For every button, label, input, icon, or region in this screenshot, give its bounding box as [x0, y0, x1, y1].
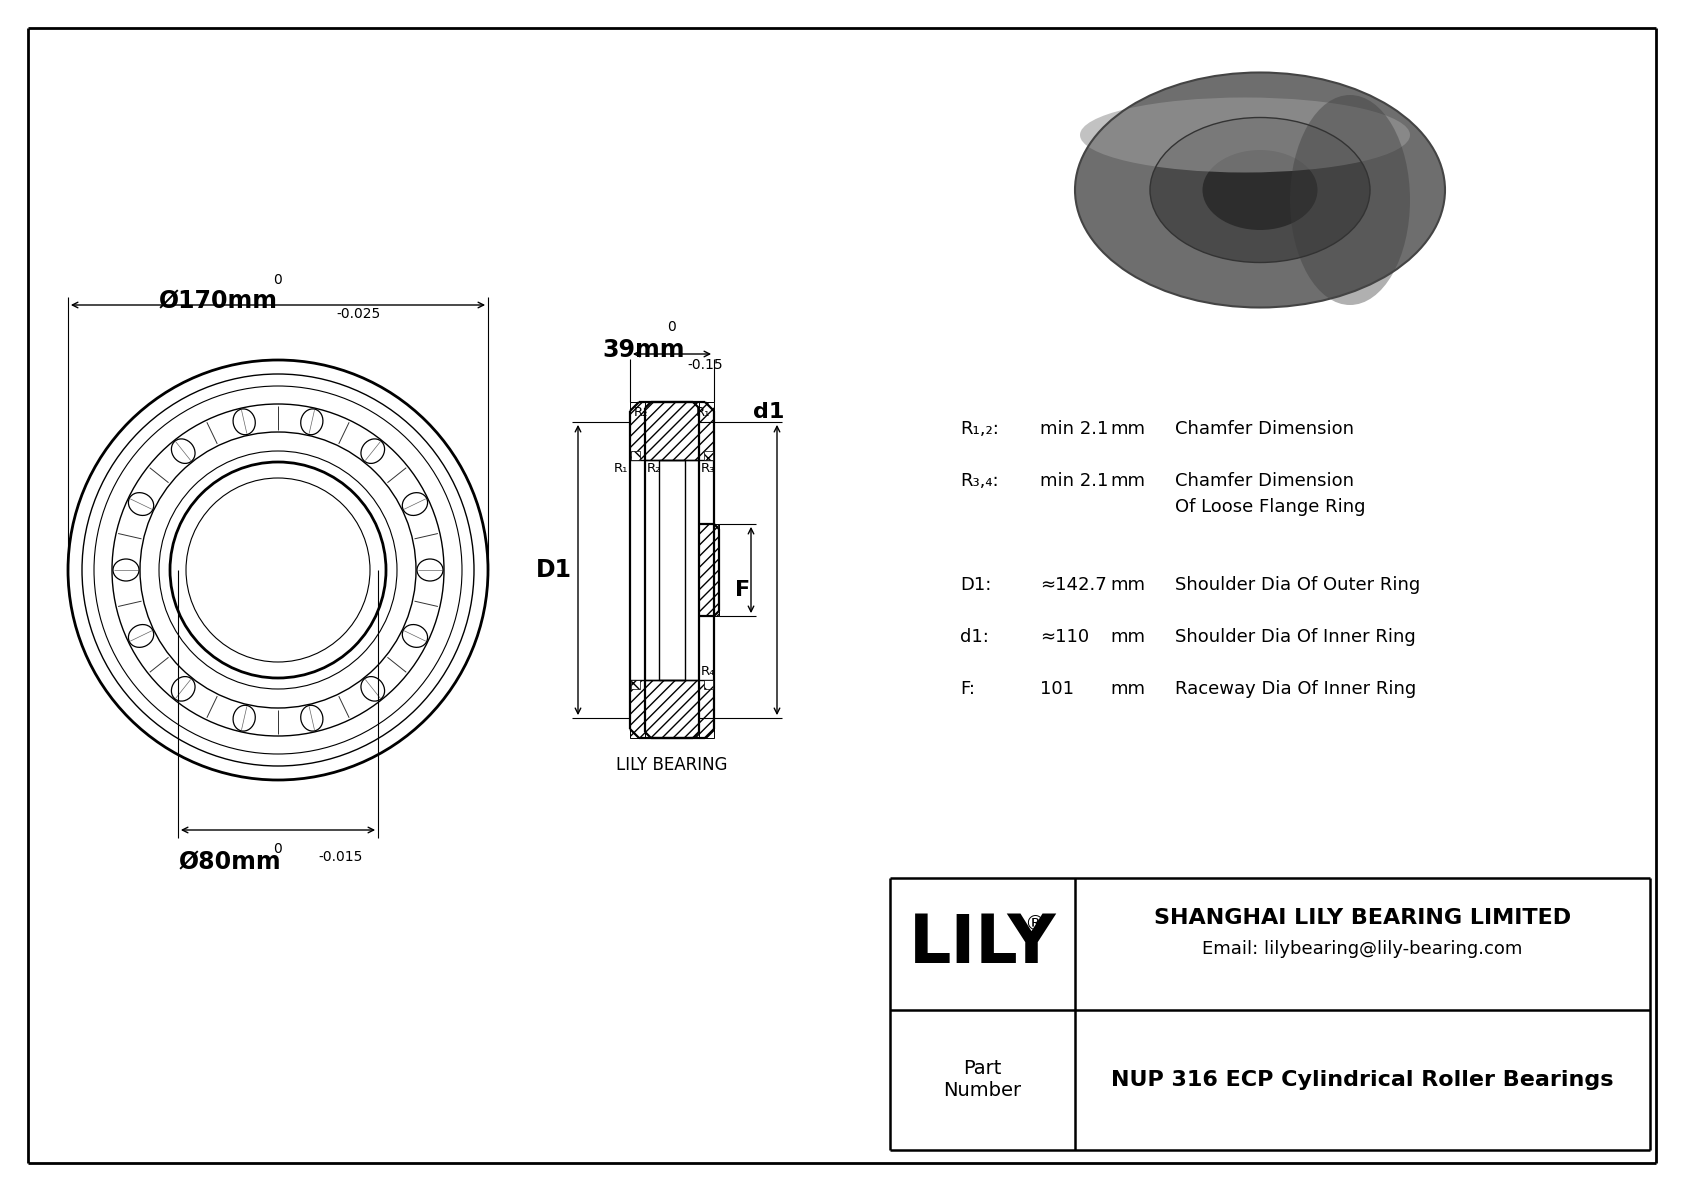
Text: Chamfer Dimension: Chamfer Dimension [1175, 472, 1354, 490]
Text: Email: lilybearing@lily-bearing.com: Email: lilybearing@lily-bearing.com [1202, 940, 1522, 958]
Ellipse shape [1079, 98, 1410, 173]
Ellipse shape [1150, 118, 1371, 262]
Text: 0: 0 [667, 320, 675, 333]
Text: LILY: LILY [909, 911, 1056, 977]
Bar [632, 680, 640, 690]
Text: -0.025: -0.025 [337, 307, 381, 322]
Text: Of Loose Flange Ring: Of Loose Flange Ring [1175, 498, 1366, 516]
Text: LILY BEARING: LILY BEARING [616, 756, 727, 774]
Text: D1:: D1: [960, 576, 992, 594]
Text: F: F [736, 580, 751, 600]
Text: Chamfer Dimension: Chamfer Dimension [1175, 420, 1354, 438]
Text: R₂: R₂ [647, 462, 662, 475]
Text: ≈110: ≈110 [1041, 628, 1090, 646]
Text: mm: mm [1110, 576, 1145, 594]
Bar [630, 403, 714, 460]
Text: d1:: d1: [960, 628, 989, 646]
Bar [699, 524, 719, 616]
Text: Raceway Dia Of Inner Ring: Raceway Dia Of Inner Ring [1175, 680, 1416, 698]
Text: R₁,₂:: R₁,₂: [960, 420, 999, 438]
Text: 0: 0 [273, 842, 281, 856]
Text: mm: mm [1110, 628, 1145, 646]
Text: R₃: R₃ [701, 462, 716, 475]
Text: Ø80mm: Ø80mm [179, 850, 281, 874]
Text: mm: mm [1110, 680, 1145, 698]
Ellipse shape [1290, 95, 1410, 305]
Bar [704, 451, 712, 460]
Text: min 2.1: min 2.1 [1041, 420, 1108, 438]
Text: min 2.1: min 2.1 [1041, 472, 1108, 490]
Bar [630, 680, 714, 738]
Text: -0.015: -0.015 [318, 850, 362, 863]
Text: F:: F: [960, 680, 975, 698]
Text: Part
Number: Part Number [943, 1060, 1022, 1100]
Bar [632, 451, 640, 460]
Text: Shoulder Dia Of Outer Ring: Shoulder Dia Of Outer Ring [1175, 576, 1420, 594]
Text: R₄: R₄ [701, 665, 716, 678]
Text: R₃,₄:: R₃,₄: [960, 472, 999, 490]
Text: 0: 0 [273, 273, 281, 287]
Text: SHANGHAI LILY BEARING LIMITED: SHANGHAI LILY BEARING LIMITED [1154, 908, 1571, 928]
Text: mm: mm [1110, 472, 1145, 490]
Ellipse shape [1202, 150, 1317, 230]
Text: R₁: R₁ [613, 462, 628, 475]
Text: -0.15: -0.15 [687, 358, 722, 372]
Text: 101: 101 [1041, 680, 1074, 698]
Text: NUP 316 ECP Cylindrical Roller Bearings: NUP 316 ECP Cylindrical Roller Bearings [1111, 1070, 1613, 1090]
Text: Shoulder Dia Of Inner Ring: Shoulder Dia Of Inner Ring [1175, 628, 1416, 646]
Text: ≈142.7: ≈142.7 [1041, 576, 1106, 594]
Bar [645, 403, 699, 460]
Text: R₁: R₁ [695, 406, 711, 419]
Text: D1: D1 [536, 559, 573, 582]
Text: R₂: R₂ [633, 406, 648, 419]
Text: Ø170mm: Ø170mm [158, 289, 278, 313]
Text: d1: d1 [753, 403, 785, 422]
Text: 39mm: 39mm [603, 338, 685, 362]
Bar [704, 680, 712, 690]
Text: ®: ® [1024, 913, 1046, 934]
Bar [645, 680, 699, 738]
Ellipse shape [1074, 73, 1445, 307]
Text: mm: mm [1110, 420, 1145, 438]
